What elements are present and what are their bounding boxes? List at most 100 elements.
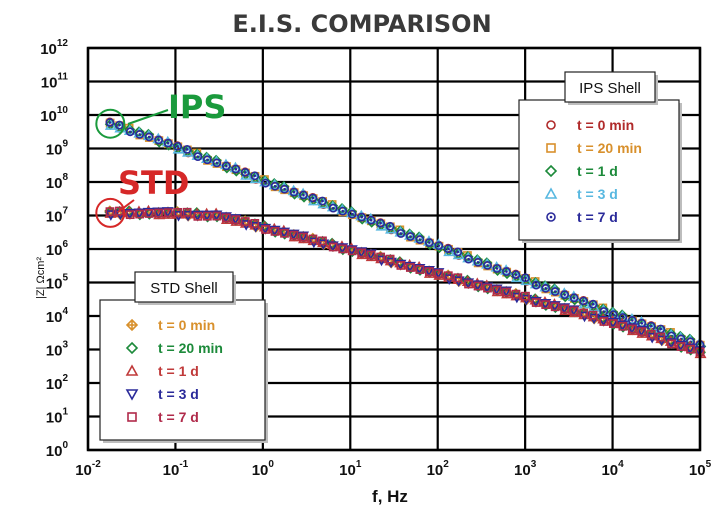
data-point <box>347 209 357 219</box>
data-point <box>560 290 570 300</box>
data-point <box>299 232 308 242</box>
data-point <box>202 211 212 221</box>
y-tick-label: 106 <box>46 239 69 259</box>
legend-title-box <box>134 271 234 303</box>
data-point <box>115 206 124 216</box>
data-point <box>270 226 280 236</box>
data-point <box>202 155 212 165</box>
y-tick-label: 1010 <box>40 105 68 125</box>
data-point <box>597 315 610 327</box>
x-tick-label: 10-1 <box>163 459 189 479</box>
data-point <box>500 286 513 298</box>
data-point <box>142 207 155 219</box>
series-t-7-d <box>105 206 705 357</box>
legend-marker <box>546 212 556 222</box>
data-point <box>674 340 687 352</box>
data-point <box>569 293 579 303</box>
data-point <box>308 193 318 203</box>
legend-marker <box>544 164 558 178</box>
data-point <box>541 300 551 310</box>
data-point <box>161 207 174 218</box>
legend-entry: t = 1 d <box>577 163 618 179</box>
data-point <box>569 306 579 316</box>
legend-marker <box>125 364 139 376</box>
data-point <box>357 212 367 222</box>
data-point <box>646 329 656 339</box>
data-point <box>125 210 135 220</box>
plot-frame <box>86 46 702 452</box>
data-point <box>240 167 250 177</box>
data-point <box>326 241 339 253</box>
data-point <box>347 246 357 256</box>
data-point <box>152 207 165 219</box>
x-tick-label: 105 <box>689 459 712 479</box>
legend-title: STD Shell <box>150 280 218 297</box>
y-tick-label: 103 <box>46 340 69 360</box>
data-point <box>684 343 697 355</box>
data-point <box>579 308 589 318</box>
data-point <box>123 209 136 220</box>
legend-marker <box>546 143 556 153</box>
data-point <box>396 229 406 238</box>
x-tick-label: 10-2 <box>75 459 101 479</box>
legends: IPS Shell t = 0 min t = 20 min t = 1 d t = 3… <box>99 71 682 443</box>
data-point <box>338 244 348 254</box>
data-point <box>318 236 327 246</box>
annotation-circle <box>95 108 126 139</box>
data-point <box>191 210 204 222</box>
legend-marker <box>546 120 556 130</box>
x-tick-label: 101 <box>339 459 362 479</box>
data-point <box>201 210 213 222</box>
y-tick-label: 107 <box>46 206 69 226</box>
data-point <box>443 244 453 254</box>
x-tick-label: 104 <box>601 459 624 479</box>
data-point <box>299 190 308 200</box>
legend-marker <box>127 412 137 422</box>
legend-entry: t = 1 d <box>158 363 199 379</box>
data-point <box>588 310 598 320</box>
y-tick-label: 101 <box>46 407 69 427</box>
data-point <box>144 209 154 218</box>
data-point <box>212 211 222 221</box>
legend-entry: t = 0 min <box>158 317 215 333</box>
data-point <box>405 232 415 241</box>
data-point <box>366 250 376 260</box>
legend-marker <box>125 389 139 401</box>
legend-title-box <box>564 71 656 103</box>
legend-marker <box>125 318 139 332</box>
data-point <box>462 278 475 290</box>
data-point <box>464 279 473 289</box>
data-point <box>231 164 241 174</box>
data-point <box>366 215 376 225</box>
data-point <box>173 207 183 217</box>
annotation-label: IPS <box>168 88 226 126</box>
data-point <box>588 299 598 309</box>
annotations: IPS STD <box>95 88 226 228</box>
data-point <box>115 120 124 130</box>
data-point <box>396 260 406 270</box>
data-point <box>521 291 530 301</box>
data-point <box>173 141 183 151</box>
data-point <box>432 268 445 279</box>
data-point <box>385 221 395 231</box>
legend-entry: t = 3 d <box>577 186 618 202</box>
data-point <box>229 214 242 225</box>
data-point <box>394 259 407 271</box>
y-tick-label: 104 <box>46 306 69 326</box>
data-point <box>667 339 676 349</box>
ips-legend: IPS Shell t = 0 min t = 20 min t = 1 d t = 3… <box>518 71 682 243</box>
data-point <box>607 318 619 329</box>
data-point <box>635 326 648 337</box>
data-point <box>357 248 367 258</box>
data-point <box>558 303 571 314</box>
annotation-leader <box>127 109 169 125</box>
data-point <box>404 261 416 273</box>
annotation-leader <box>117 199 135 213</box>
data-point <box>423 266 435 277</box>
data-point <box>424 238 434 247</box>
data-point <box>616 320 629 332</box>
data-point <box>261 178 270 188</box>
data-point <box>221 161 231 171</box>
data-point <box>531 280 541 290</box>
